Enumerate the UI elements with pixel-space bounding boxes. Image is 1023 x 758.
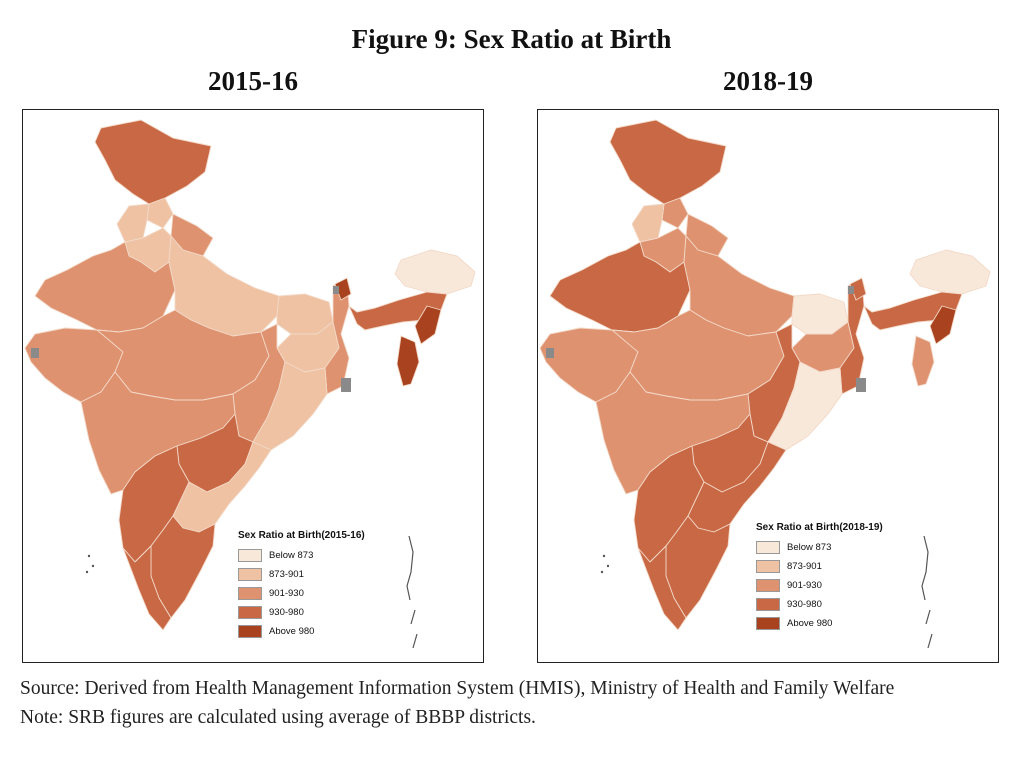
legend-item: Above 980 xyxy=(238,622,365,641)
region-jk xyxy=(609,119,727,205)
legend-item: 930-980 xyxy=(238,603,365,622)
lakshadweep-islands xyxy=(85,570,89,574)
region-pb xyxy=(631,203,665,243)
border-marker xyxy=(31,348,39,358)
lakshadweep-islands xyxy=(602,554,606,558)
map-panel-2015-16: Sex Ratio at Birth(2015-16) Below 873 873… xyxy=(22,109,484,663)
region-kl xyxy=(637,545,687,631)
legend-label: 901-930 xyxy=(269,588,304,599)
legend-item: Below 873 xyxy=(756,538,883,557)
region-ne_nl xyxy=(414,305,442,345)
region-od xyxy=(767,361,843,451)
andaman-nicobar-islands xyxy=(406,535,418,649)
region-ne_ar xyxy=(394,249,476,295)
border-marker xyxy=(856,378,866,392)
legend-swatch xyxy=(238,549,262,562)
legend-label: Below 873 xyxy=(787,542,832,553)
region-pb xyxy=(116,203,150,243)
legend-item: 873-901 xyxy=(238,565,365,584)
legend-label: Below 873 xyxy=(269,550,314,561)
legend-swatch xyxy=(756,560,780,573)
border-marker xyxy=(848,286,854,294)
legend-label: Above 980 xyxy=(269,626,315,637)
legend-2018-19: Sex Ratio at Birth(2018-19) Below 873 873… xyxy=(756,522,883,633)
legend-label: 873-901 xyxy=(269,569,304,580)
legend-item: 901-930 xyxy=(756,576,883,595)
legend-swatch xyxy=(756,579,780,592)
legend-title: Sex Ratio at Birth(2018-19) xyxy=(756,522,883,533)
map-panel-2018-19: Sex Ratio at Birth(2018-19) Below 873 873… xyxy=(537,109,999,663)
legend-swatch xyxy=(756,541,780,554)
region-ne_nl xyxy=(929,305,957,345)
border-marker xyxy=(546,348,554,358)
legend-swatch xyxy=(756,598,780,611)
legend-label: 930-980 xyxy=(787,599,822,610)
legend-label: 930-980 xyxy=(269,607,304,618)
region-ne_mz xyxy=(911,335,935,387)
legend-swatch xyxy=(238,625,262,638)
lakshadweep-islands xyxy=(600,570,604,574)
map-title-2018-19: 2018-19 xyxy=(723,66,813,96)
region-sk xyxy=(334,277,352,301)
legend-item: Below 873 xyxy=(238,546,365,565)
andaman-nicobar-islands xyxy=(921,535,933,649)
figure-title: Figure 9: Sex Ratio at Birth xyxy=(351,24,672,54)
legend-label: 901-930 xyxy=(787,580,822,591)
region-ne_mz xyxy=(396,335,420,387)
lakshadweep-islands xyxy=(606,564,610,568)
region-ne_ar xyxy=(909,249,991,295)
choropleth-map-2015-16 xyxy=(24,119,476,649)
legend-label: 873-901 xyxy=(787,561,822,572)
method-note: Note: SRB figures are calculated using a… xyxy=(20,707,536,728)
legend-swatch xyxy=(756,617,780,630)
lakshadweep-islands xyxy=(91,564,95,568)
legend-swatch xyxy=(238,568,262,581)
border-marker xyxy=(341,378,351,392)
legend-swatch xyxy=(238,587,262,600)
source-note: Source: Derived from Health Management I… xyxy=(20,678,895,699)
legend-item: 930-980 xyxy=(756,595,883,614)
legend-swatch xyxy=(238,606,262,619)
region-sk xyxy=(849,277,867,301)
legend-label: Above 980 xyxy=(787,618,833,629)
region-od xyxy=(252,361,328,451)
legend-item: Above 980 xyxy=(756,614,883,633)
legend-title: Sex Ratio at Birth(2015-16) xyxy=(238,530,365,541)
region-kl xyxy=(122,545,172,631)
legend-item: 873-901 xyxy=(756,557,883,576)
region-jk xyxy=(94,119,212,205)
legend-2015-16: Sex Ratio at Birth(2015-16) Below 873 873… xyxy=(238,530,365,641)
map-title-2015-16: 2015-16 xyxy=(208,66,298,96)
lakshadweep-islands xyxy=(87,554,91,558)
border-marker xyxy=(333,286,339,294)
legend-item: 901-930 xyxy=(238,584,365,603)
choropleth-map-2018-19 xyxy=(539,119,991,649)
